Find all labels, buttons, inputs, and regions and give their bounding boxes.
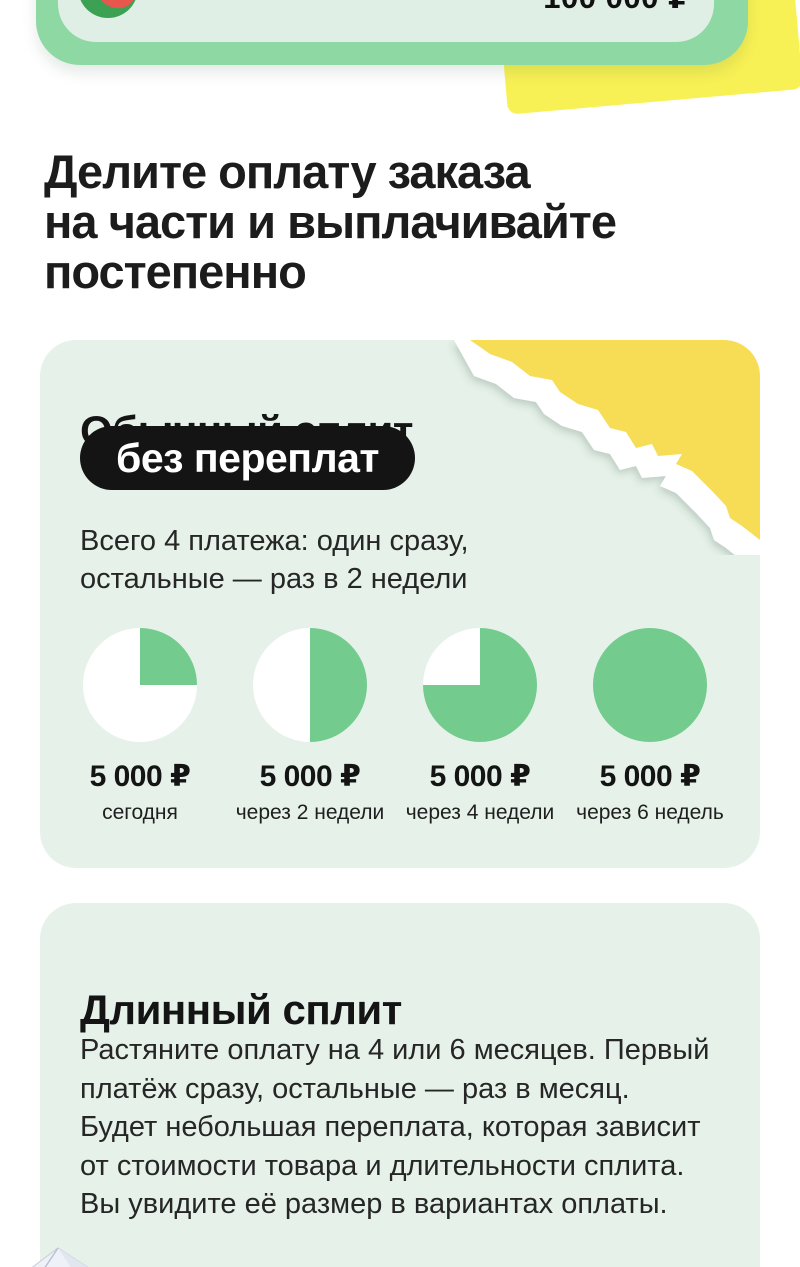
page-title: Делите оплату заказа на части и выплачив… <box>44 145 617 298</box>
long-split-description-line: Будет небольшая переплата, которая завис… <box>80 1111 701 1143</box>
no-overpayment-badge: без переплат <box>80 426 416 490</box>
torn-paper-corner-decoration <box>454 340 760 555</box>
payment-item: 5 000 ₽ через 6 недель <box>565 628 735 825</box>
long-split-card: Длинный сплит Растяните оплату на 4 или … <box>40 903 760 1267</box>
payments-row: 5 000 ₽ сегодня 5 000 ₽ через 2 недели 5 000… <box>55 628 735 825</box>
payment-item: 5 000 ₽ сегодня <box>55 628 225 825</box>
page-title-line: на части и выплачивайте <box>44 195 617 248</box>
regular-split-description-line: Всего 4 платежа: один сразу, <box>80 525 469 557</box>
payment-item: 5 000 ₽ через 2 недели <box>225 628 395 825</box>
payment-progress-pie <box>83 628 197 742</box>
long-split-description-line: от стоимости товара и длительности сплит… <box>80 1149 685 1182</box>
payment-amount: 5 000 ₽ <box>599 760 701 793</box>
payment-when: сегодня <box>102 801 178 824</box>
long-split-description-line: платёж сразу, остальные — раз в месяц. <box>80 1072 630 1105</box>
payment-when: через 4 недели <box>405 801 555 824</box>
long-split-description-line: Растяните оплату на 4 или 6 месяцев. Пер… <box>80 1034 710 1066</box>
crumpled-paper-decoration <box>31 1247 89 1267</box>
payment-progress-pie <box>253 628 367 742</box>
payment-when: через 2 недели <box>235 801 385 824</box>
regular-split-description: Всего 4 платежа: один сразу, остальные —… <box>80 522 469 598</box>
credit-limit-card: 100 000 ₽ <box>36 0 748 65</box>
long-split-title: Длинный сплит <box>80 985 402 1033</box>
payment-progress-pie <box>593 628 707 742</box>
long-split-description: Растяните оплату на 4 или 6 месяцев. Пер… <box>80 1031 709 1224</box>
page-title-line: Делите оплату заказа <box>44 145 531 198</box>
credit-limit-card-inner: 100 000 ₽ <box>58 0 714 42</box>
payment-when: через 6 недель <box>576 801 724 824</box>
payment-amount: 5 000 ₽ <box>259 760 361 793</box>
payment-item: 5 000 ₽ через 4 недели <box>395 628 565 825</box>
credit-limit-amount: 100 000 ₽ <box>543 0 690 13</box>
payment-progress-pie <box>423 628 537 742</box>
watermelon-icon <box>78 0 138 18</box>
page-title-line: постепенно <box>44 245 307 298</box>
payment-amount: 5 000 ₽ <box>429 760 531 793</box>
regular-split-description-line: остальные — раз в 2 недели <box>80 563 468 595</box>
long-split-description-line: Вы увидите её размер в вариантах оплаты. <box>80 1188 668 1220</box>
regular-split-card: Обычный сплит без переплат Всего 4 плате… <box>40 340 760 868</box>
payment-amount: 5 000 ₽ <box>89 760 191 793</box>
